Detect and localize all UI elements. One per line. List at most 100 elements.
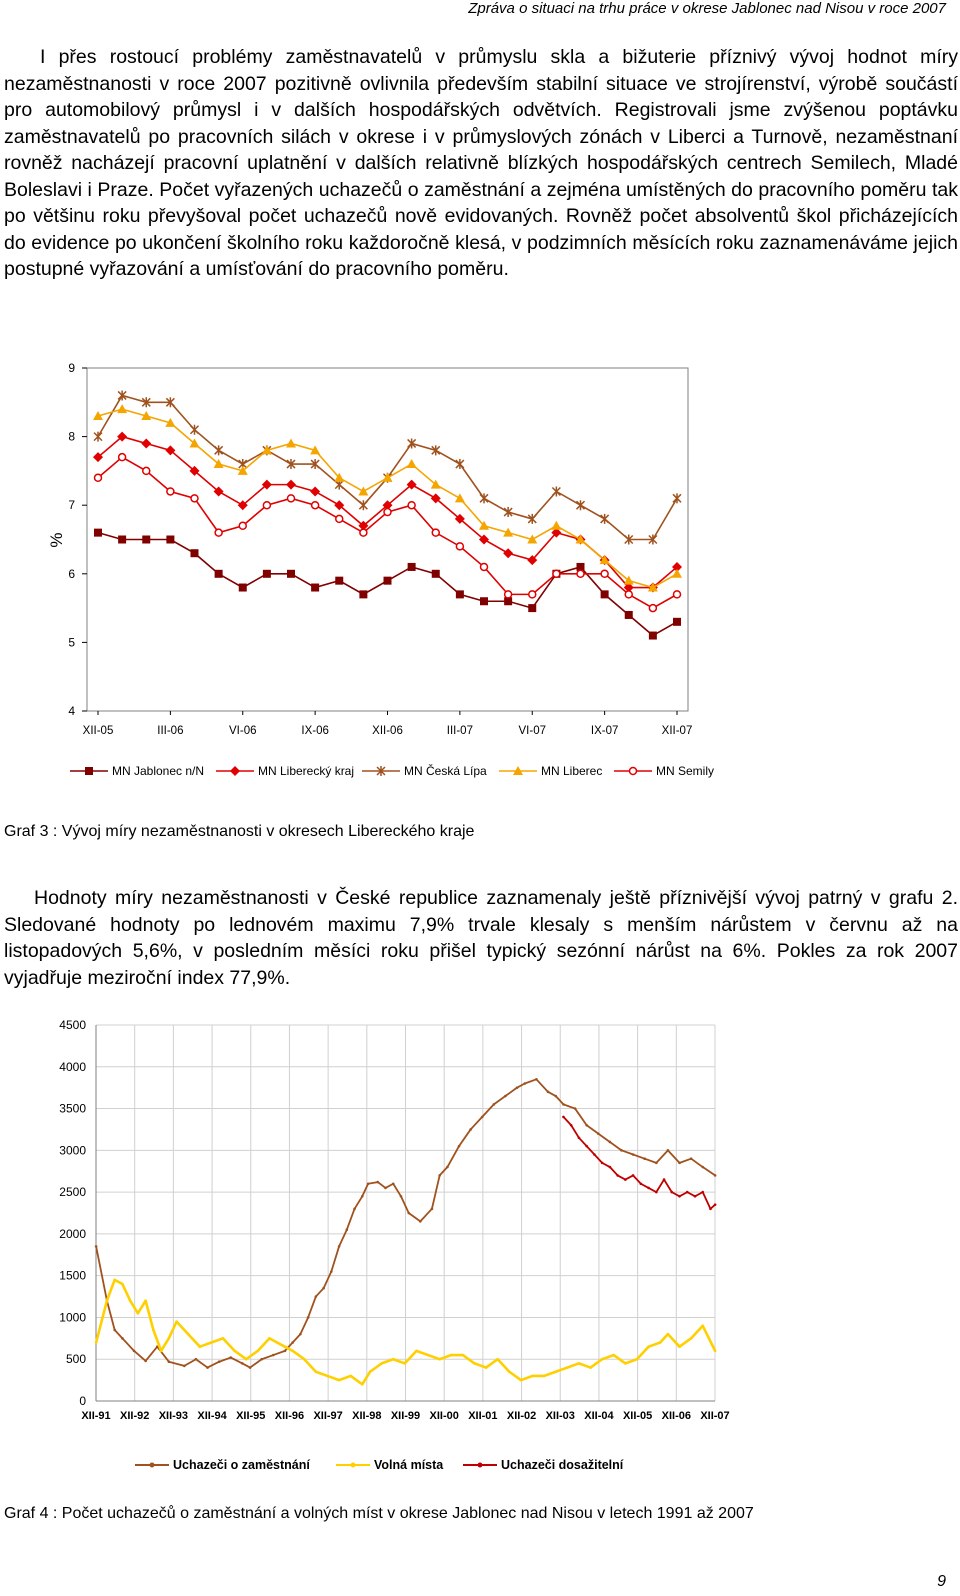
data-point [214, 445, 224, 456]
data-point [528, 604, 537, 613]
x-tick-label: XII-91 [81, 1410, 110, 1422]
legend-label: MN Česká Lípa [404, 763, 487, 778]
data-point [479, 562, 489, 572]
data-point [562, 1103, 565, 1106]
data-point [132, 1349, 136, 1353]
data-point [310, 459, 320, 470]
data-point [527, 534, 538, 544]
data-point [693, 1194, 697, 1198]
series-line [94, 1278, 717, 1386]
data-point [438, 1174, 441, 1177]
data-point [152, 1328, 155, 1332]
paragraph-1: I přes rostoucí problémy zaměstnavatelů … [4, 46, 958, 280]
data-point [542, 1374, 546, 1378]
data-point [117, 431, 128, 442]
data-point [479, 493, 489, 504]
legend-label: Volná místa [374, 1458, 444, 1472]
data-point [473, 1362, 476, 1365]
data-point [186, 1332, 190, 1336]
data-point [469, 1128, 472, 1131]
data-point [165, 417, 176, 427]
data-point [600, 569, 609, 579]
data-point [504, 1094, 507, 1098]
data-point [430, 1207, 434, 1211]
data-point [655, 1161, 658, 1165]
data-point [221, 1337, 225, 1340]
data-point [310, 500, 320, 510]
x-tick-label: XII-97 [313, 1410, 342, 1422]
data-point [528, 590, 537, 599]
data-point [600, 1357, 604, 1361]
data-point [299, 1332, 302, 1336]
x-tick-label: XII-00 [430, 1410, 459, 1422]
y-tick-label: 8 [68, 430, 75, 444]
legend-marker [85, 767, 93, 775]
data-point [648, 534, 658, 545]
data-point [198, 1345, 202, 1348]
data-point [261, 479, 272, 490]
data-point [600, 1161, 604, 1165]
data-point [678, 1194, 681, 1198]
data-point [577, 1136, 581, 1140]
data-point [593, 1153, 596, 1156]
unemployment-rate-chart: 4 5 6 7 8 9% XII-05 III-06 VI-06 IX-06 XII-06 III-0… [47, 361, 714, 778]
data-point [480, 597, 488, 606]
data-point [585, 1144, 588, 1148]
data-point [430, 479, 441, 489]
data-point [648, 603, 658, 613]
data-point [189, 465, 200, 476]
data-point [589, 1366, 592, 1369]
data-point [117, 452, 127, 462]
data-point [672, 561, 682, 572]
data-point [121, 1337, 124, 1340]
data-point [268, 1337, 271, 1340]
data-point [673, 617, 681, 626]
data-point [286, 494, 296, 503]
series-2 [94, 1278, 717, 1386]
data-point [326, 1374, 329, 1378]
x-tick-label: XII-94 [197, 1410, 227, 1422]
data-point [713, 1174, 717, 1177]
data-point [678, 1345, 681, 1348]
data-point [391, 1182, 395, 1186]
data-point [407, 562, 416, 571]
data-point [573, 1107, 577, 1110]
data-point [666, 1149, 670, 1152]
series-line [95, 1078, 716, 1369]
data-point [449, 1353, 453, 1357]
x-tick-label: XII-07 [700, 1410, 729, 1422]
data-point [575, 534, 586, 544]
data-point [335, 514, 344, 524]
data-point [480, 1115, 484, 1119]
data-point [391, 1357, 395, 1361]
data-point [504, 597, 513, 606]
graf3-caption: Graf 3 : Vývoj míry nezaměstnanosti v ok… [4, 823, 475, 840]
data-point [496, 1357, 499, 1361]
data-point [515, 1086, 519, 1089]
y-tick-label: 2000 [59, 1227, 86, 1241]
data-point [576, 562, 585, 571]
data-point [213, 459, 224, 469]
data-point [701, 1190, 705, 1194]
data-point [484, 1366, 488, 1369]
data-point [383, 576, 392, 585]
data-point [655, 1190, 658, 1194]
data-point [438, 1357, 441, 1361]
data-point [599, 555, 610, 565]
data-point [455, 590, 464, 599]
data-point [672, 568, 682, 578]
data-point [189, 424, 200, 435]
legend-label: MN Liberecký kraj [258, 764, 354, 778]
data-point [241, 1362, 244, 1365]
legend-label: MN Semily [656, 764, 714, 778]
data-point [569, 1123, 573, 1127]
data-point [689, 1337, 693, 1340]
data-point [624, 1178, 627, 1181]
data-point [141, 438, 152, 449]
data-point [105, 1299, 109, 1303]
data-point [306, 1316, 310, 1319]
paragraph-2: Hodnoty míry nezaměstnanosti v České rep… [4, 887, 958, 989]
data-point [701, 1324, 705, 1328]
x-tick-label: XII-06 [662, 1410, 691, 1422]
data-point [527, 555, 538, 566]
